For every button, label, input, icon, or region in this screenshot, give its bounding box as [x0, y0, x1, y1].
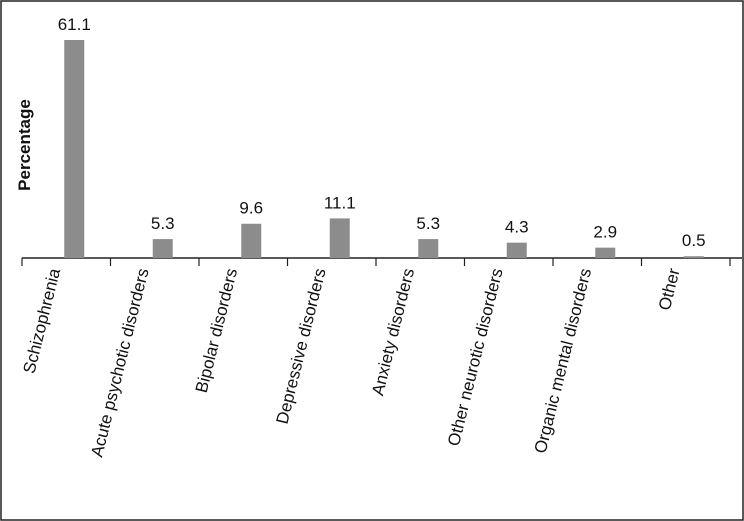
bar [418, 239, 439, 258]
bar-value-label: 9.6 [239, 199, 263, 218]
value-labels: 61.1 5.3 9.6 11.1 5.3 4.3 2.9 0.5 [58, 15, 706, 250]
bar-value-label: 5.3 [416, 214, 440, 233]
bar-value-label: 4.3 [505, 218, 529, 237]
bar-value-label: 0.5 [682, 231, 706, 250]
bar-value-label: 5.3 [151, 214, 175, 233]
bar [329, 218, 350, 258]
bar-value-label: 61.1 [58, 15, 91, 34]
bar [595, 247, 616, 258]
bar [506, 242, 527, 258]
y-axis-label: Percentage [15, 99, 34, 191]
bar [64, 40, 85, 258]
bars [64, 40, 704, 258]
x-axis-ticks [21, 258, 731, 266]
bar-value-label: 11.1 [324, 193, 356, 212]
bar [683, 256, 704, 258]
bar [241, 223, 262, 258]
bar-value-label: 2.9 [593, 223, 617, 242]
bar [152, 239, 173, 258]
